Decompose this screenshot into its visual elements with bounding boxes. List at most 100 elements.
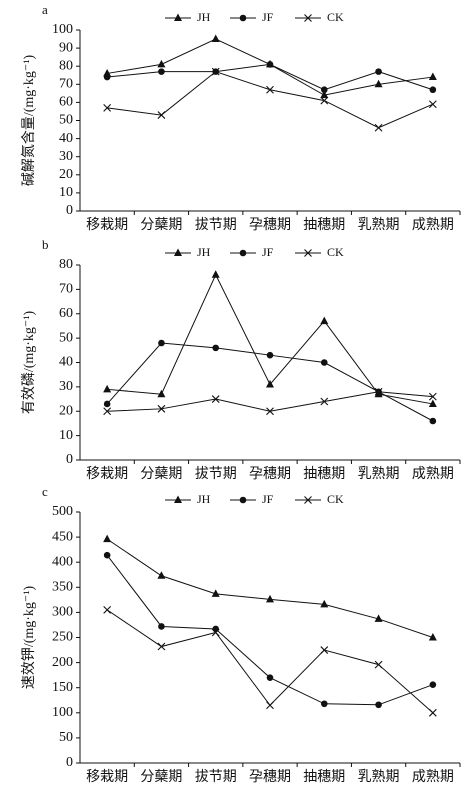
y-tick-label: 100 [52, 22, 73, 37]
x-tick-label: 成熟期 [412, 217, 454, 233]
y-tick-label: 40 [59, 131, 73, 146]
y-tick-label: 100 [52, 705, 73, 720]
data-point [158, 339, 165, 347]
y-tick-label: 80 [59, 58, 73, 73]
x-tick-label: 移栽期 [86, 217, 128, 233]
data-point [212, 344, 220, 352]
axis-line [79, 30, 460, 212]
data-point [375, 701, 382, 709]
data-point [320, 700, 328, 708]
data-point [211, 34, 220, 43]
data-point [157, 642, 166, 651]
y-tick-label: 70 [59, 77, 73, 92]
y-tick-label: 10 [59, 428, 73, 443]
legend-marker [239, 496, 247, 504]
axis-line [79, 512, 460, 764]
data-point [157, 389, 166, 398]
data-point [211, 67, 220, 76]
data-point [103, 400, 111, 408]
data-point [211, 589, 220, 597]
y-tick-label: 400 [52, 554, 73, 569]
data-point [374, 79, 383, 88]
legend-marker [174, 248, 182, 256]
x-tick-label: 拔节期 [195, 217, 237, 233]
data-point [266, 61, 274, 68]
y-tick-label: 0 [66, 203, 73, 218]
series-line [106, 609, 434, 714]
data-point [428, 72, 437, 81]
data-point [103, 606, 112, 614]
legend-marker [304, 496, 312, 504]
data-point [374, 660, 383, 669]
x-tick-label: 乳熟期 [358, 769, 400, 785]
data-point [320, 397, 329, 406]
y-tick-label: 50 [59, 113, 73, 128]
y-tick-label: 350 [52, 580, 73, 595]
data-point [320, 646, 329, 654]
legend-marker [239, 249, 247, 257]
x-tick-label: 成熟期 [412, 466, 454, 482]
y-tick-label: 500 [52, 504, 73, 519]
data-point [320, 90, 329, 99]
data-point [266, 701, 274, 710]
x-tick-label: 分蘖期 [140, 217, 182, 233]
series-line [107, 63, 434, 91]
data-point [320, 316, 329, 325]
data-point [428, 633, 437, 641]
x-tick-label: 孕穗期 [249, 466, 291, 482]
data-point [211, 628, 220, 637]
y-tick-label: 50 [59, 730, 73, 745]
data-point [320, 86, 328, 94]
data-point [158, 623, 165, 630]
data-point [266, 379, 274, 388]
y-tick-label: 60 [59, 306, 73, 321]
data-point [211, 395, 220, 403]
x-tick-label: 拔节期 [195, 466, 237, 482]
x-tick-label: 成熟期 [412, 769, 454, 785]
legend-label: JF [262, 492, 274, 506]
y-tick-label: 80 [59, 257, 73, 272]
data-point [266, 407, 274, 416]
y-tick-label: 90 [59, 40, 73, 55]
x-tick-label: 抽穗期 [303, 769, 345, 785]
y-tick-label: 30 [59, 379, 73, 394]
series-line [106, 554, 434, 706]
legend-label: JH [197, 492, 211, 506]
data-point [429, 86, 437, 94]
y-tick-label: 60 [59, 95, 73, 110]
data-point [428, 100, 437, 109]
y-tick-label: 30 [59, 149, 73, 164]
data-point [374, 123, 383, 132]
data-point [428, 708, 437, 717]
data-point [266, 85, 274, 94]
data-point [375, 68, 382, 75]
data-point [428, 399, 437, 407]
x-tick-label: 抽穗期 [303, 466, 345, 482]
panel-label: b [42, 237, 49, 252]
x-tick-label: 拔节期 [195, 769, 237, 785]
y-tick-label: 250 [52, 630, 73, 645]
data-point [266, 674, 274, 681]
y-tick-label: 40 [59, 355, 73, 370]
panel-label: c [42, 484, 48, 499]
x-tick-label: 移栽期 [86, 466, 128, 482]
data-point [103, 73, 111, 81]
y-axis-label: 碱解氮含量/(mg·kg⁻¹) [21, 54, 37, 186]
data-point [266, 351, 274, 359]
data-point [103, 407, 112, 416]
y-tick-label: 0 [66, 452, 73, 467]
x-tick-label: 抽穗期 [303, 217, 345, 233]
x-tick-label: 孕穗期 [249, 217, 291, 233]
legend-marker [304, 249, 312, 257]
legend-marker [174, 495, 182, 503]
x-tick-label: 孕穗期 [249, 769, 291, 785]
legend-label: CK [327, 10, 344, 24]
x-tick-label: 乳熟期 [358, 217, 400, 233]
data-point [103, 103, 112, 112]
data-point [320, 96, 329, 105]
data-point [266, 594, 274, 603]
y-tick-label: 70 [59, 282, 73, 297]
y-axis-label: 速效钾/(mg·kg⁻¹) [21, 585, 37, 689]
x-tick-label: 分蘖期 [140, 769, 182, 785]
